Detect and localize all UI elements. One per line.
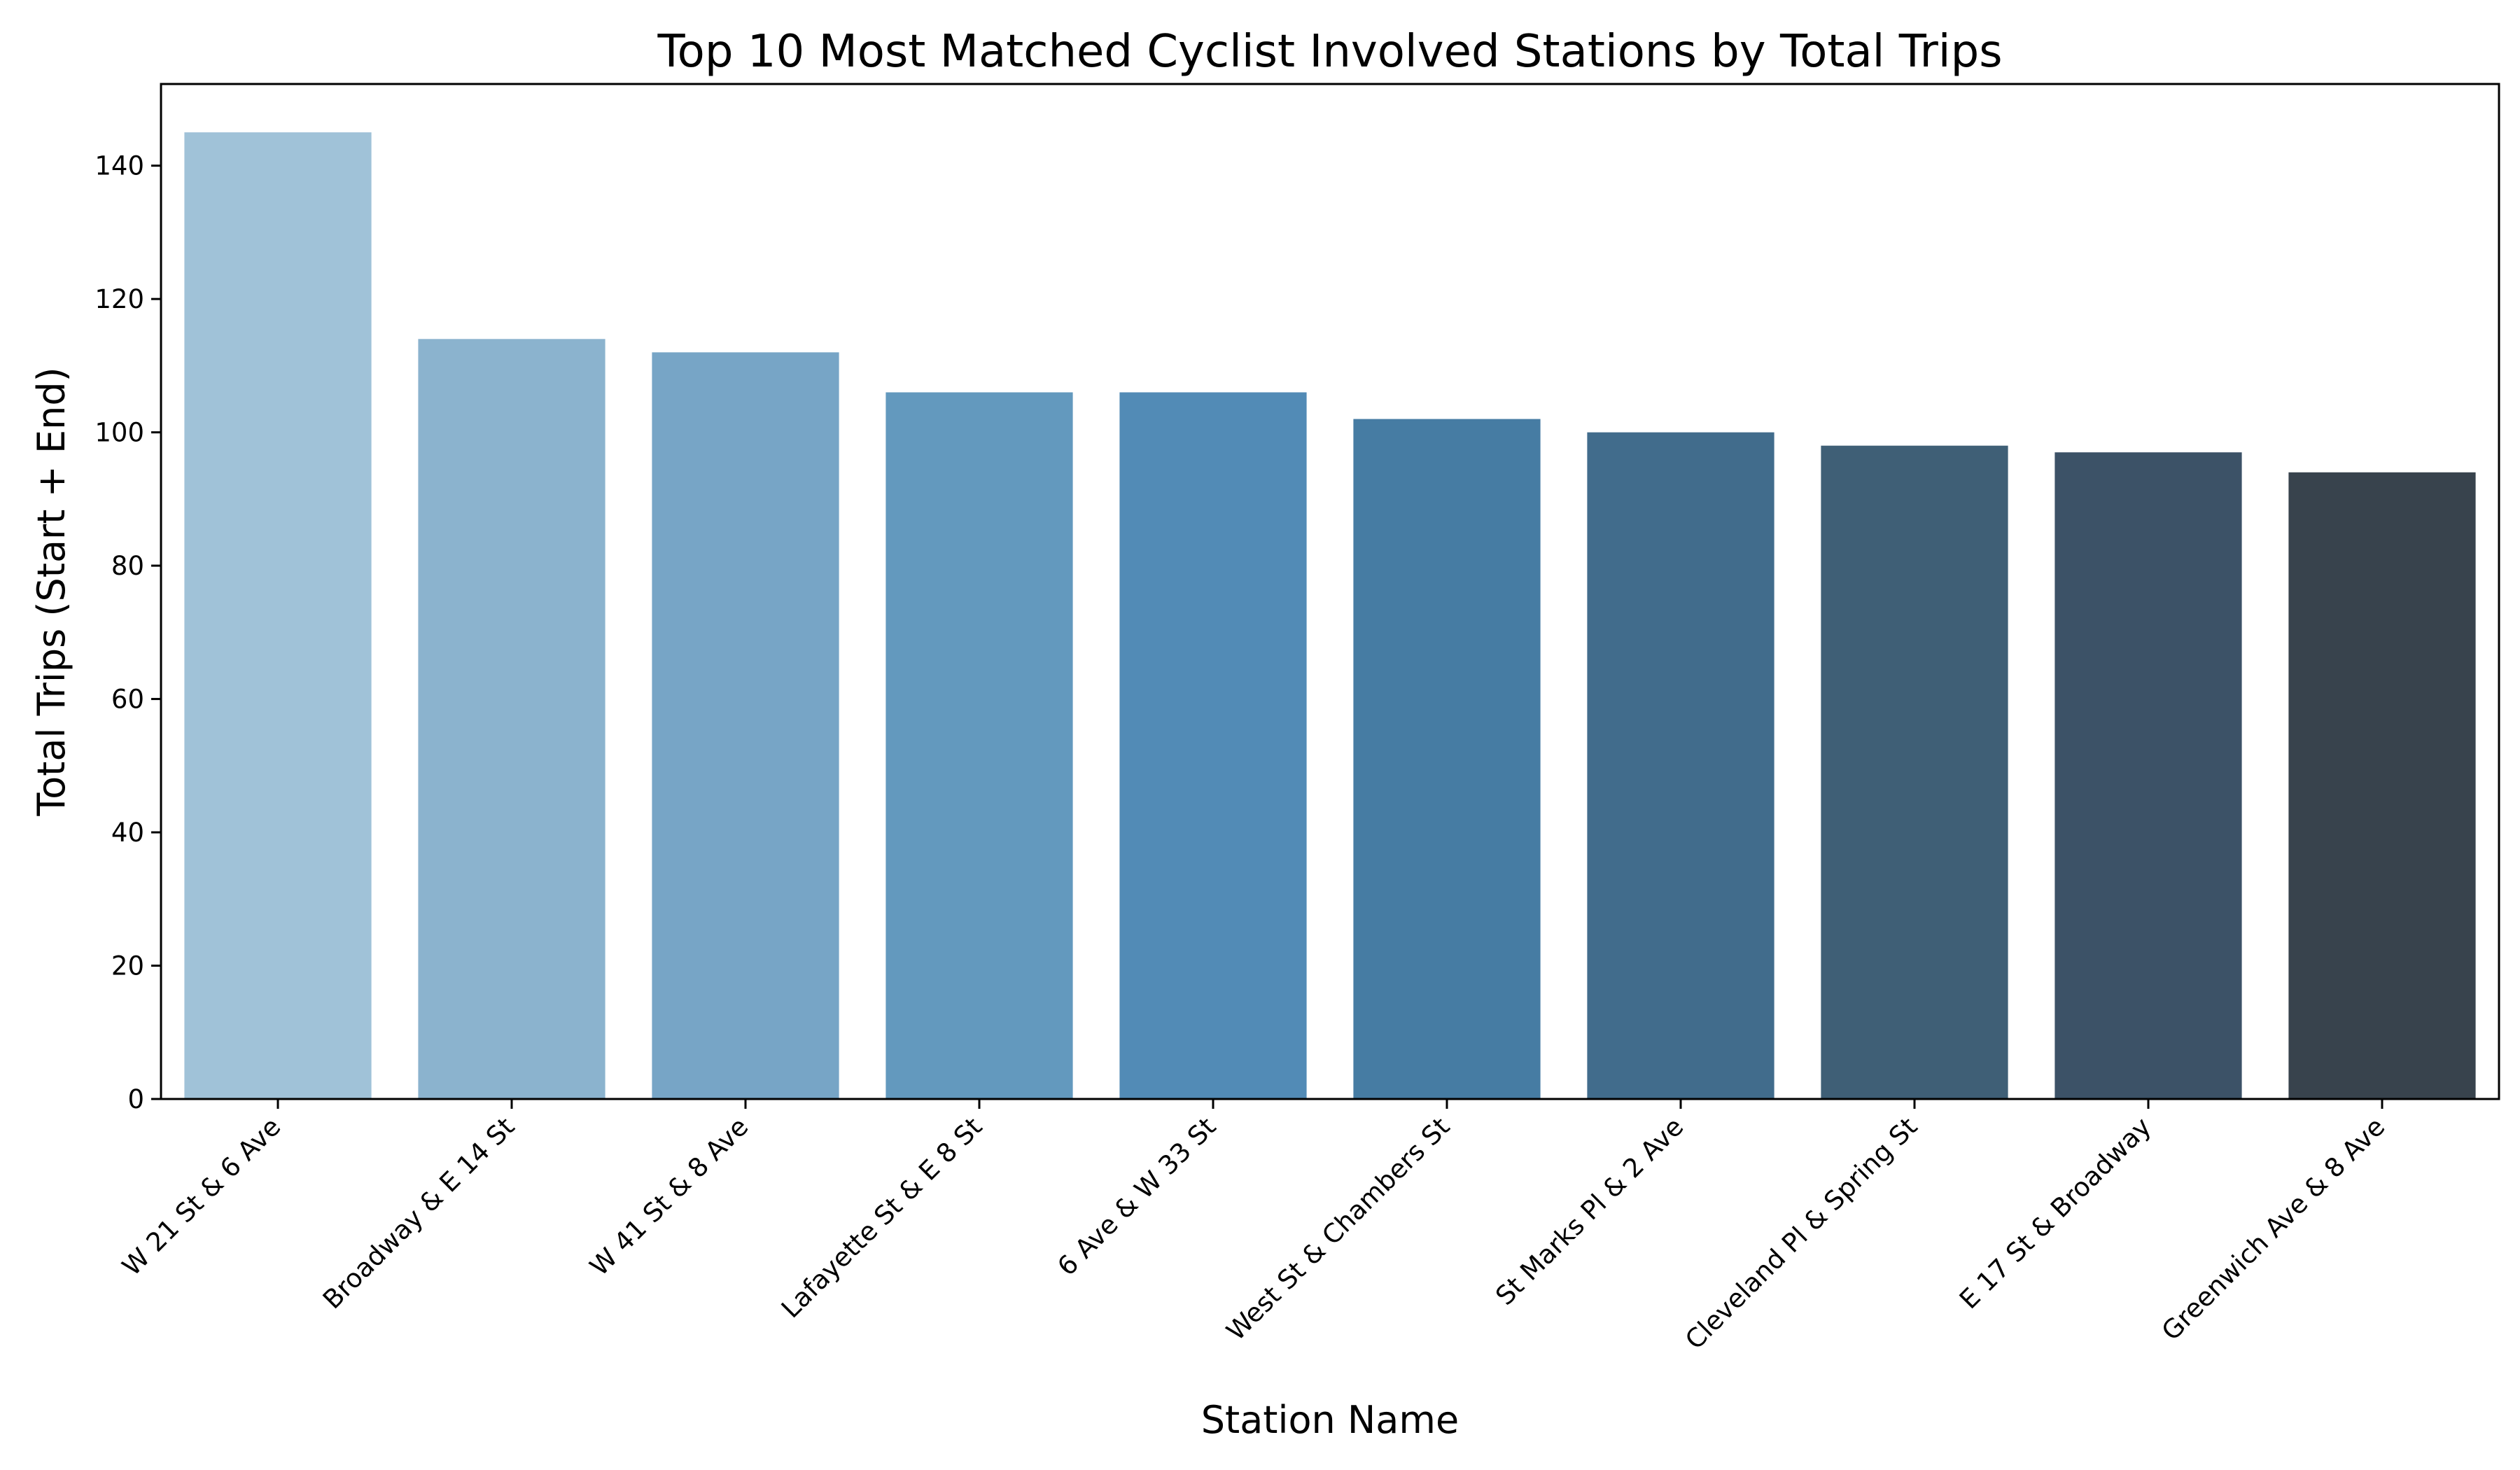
y-tick-label: 40	[111, 818, 144, 848]
x-tick-label: West St & Chambers St	[1221, 1112, 1456, 1347]
y-tick-label: 100	[94, 418, 144, 448]
x-tick-label: 6 Ave & W 33 St	[1051, 1112, 1222, 1282]
bar-6	[1353, 419, 1541, 1099]
x-tick-label: Greenwich Ave & 8 Ave	[2156, 1112, 2390, 1346]
x-tick-label: St Marks Pl & 2 Ave	[1490, 1112, 1689, 1311]
x-tick-label: Broadway & E 14 St	[317, 1112, 520, 1315]
x-axis-label: Station Name	[1201, 1398, 1459, 1442]
bar-7	[1587, 432, 1774, 1099]
x-tick-label: E 17 St & Broadway	[1954, 1112, 2157, 1315]
bar-9	[2054, 452, 2242, 1099]
plot-frame	[160, 83, 2500, 1100]
bar-3	[652, 352, 839, 1099]
x-axis: W 21 St & 6 Ave Broadway & E 14 St W 41 St…	[116, 1099, 2390, 1355]
y-tick-label: 120	[94, 284, 144, 314]
x-tick-label: W 41 St & 8 Ave	[584, 1112, 754, 1282]
y-tick-label: 80	[111, 551, 144, 581]
bar-2	[418, 339, 606, 1100]
bars-group	[184, 132, 2476, 1100]
chart-title: Top 10 Most Matched Cyclist Involved Sta…	[657, 26, 2002, 78]
y-tick-label: 20	[111, 951, 144, 981]
y-tick-label: 60	[111, 685, 144, 715]
x-tick-label: Lafayette St & E 8 St	[776, 1112, 988, 1324]
bar-8	[1821, 445, 2008, 1099]
x-tick-label: Cleveland Pl & Spring St	[1679, 1112, 1923, 1355]
bar-4	[886, 392, 1073, 1099]
bar-1	[184, 132, 372, 1100]
bar-5	[1119, 392, 1307, 1099]
y-tick-label: 140	[94, 151, 144, 181]
bar-10	[2288, 472, 2476, 1099]
y-axis: 0 20 40 60 80 100 120 140	[94, 151, 161, 1114]
y-tick-label: 0	[127, 1084, 144, 1114]
y-axis-label: Total Trips (Start + End)	[29, 367, 74, 816]
x-tick-label: W 21 St & 6 Ave	[116, 1112, 286, 1282]
